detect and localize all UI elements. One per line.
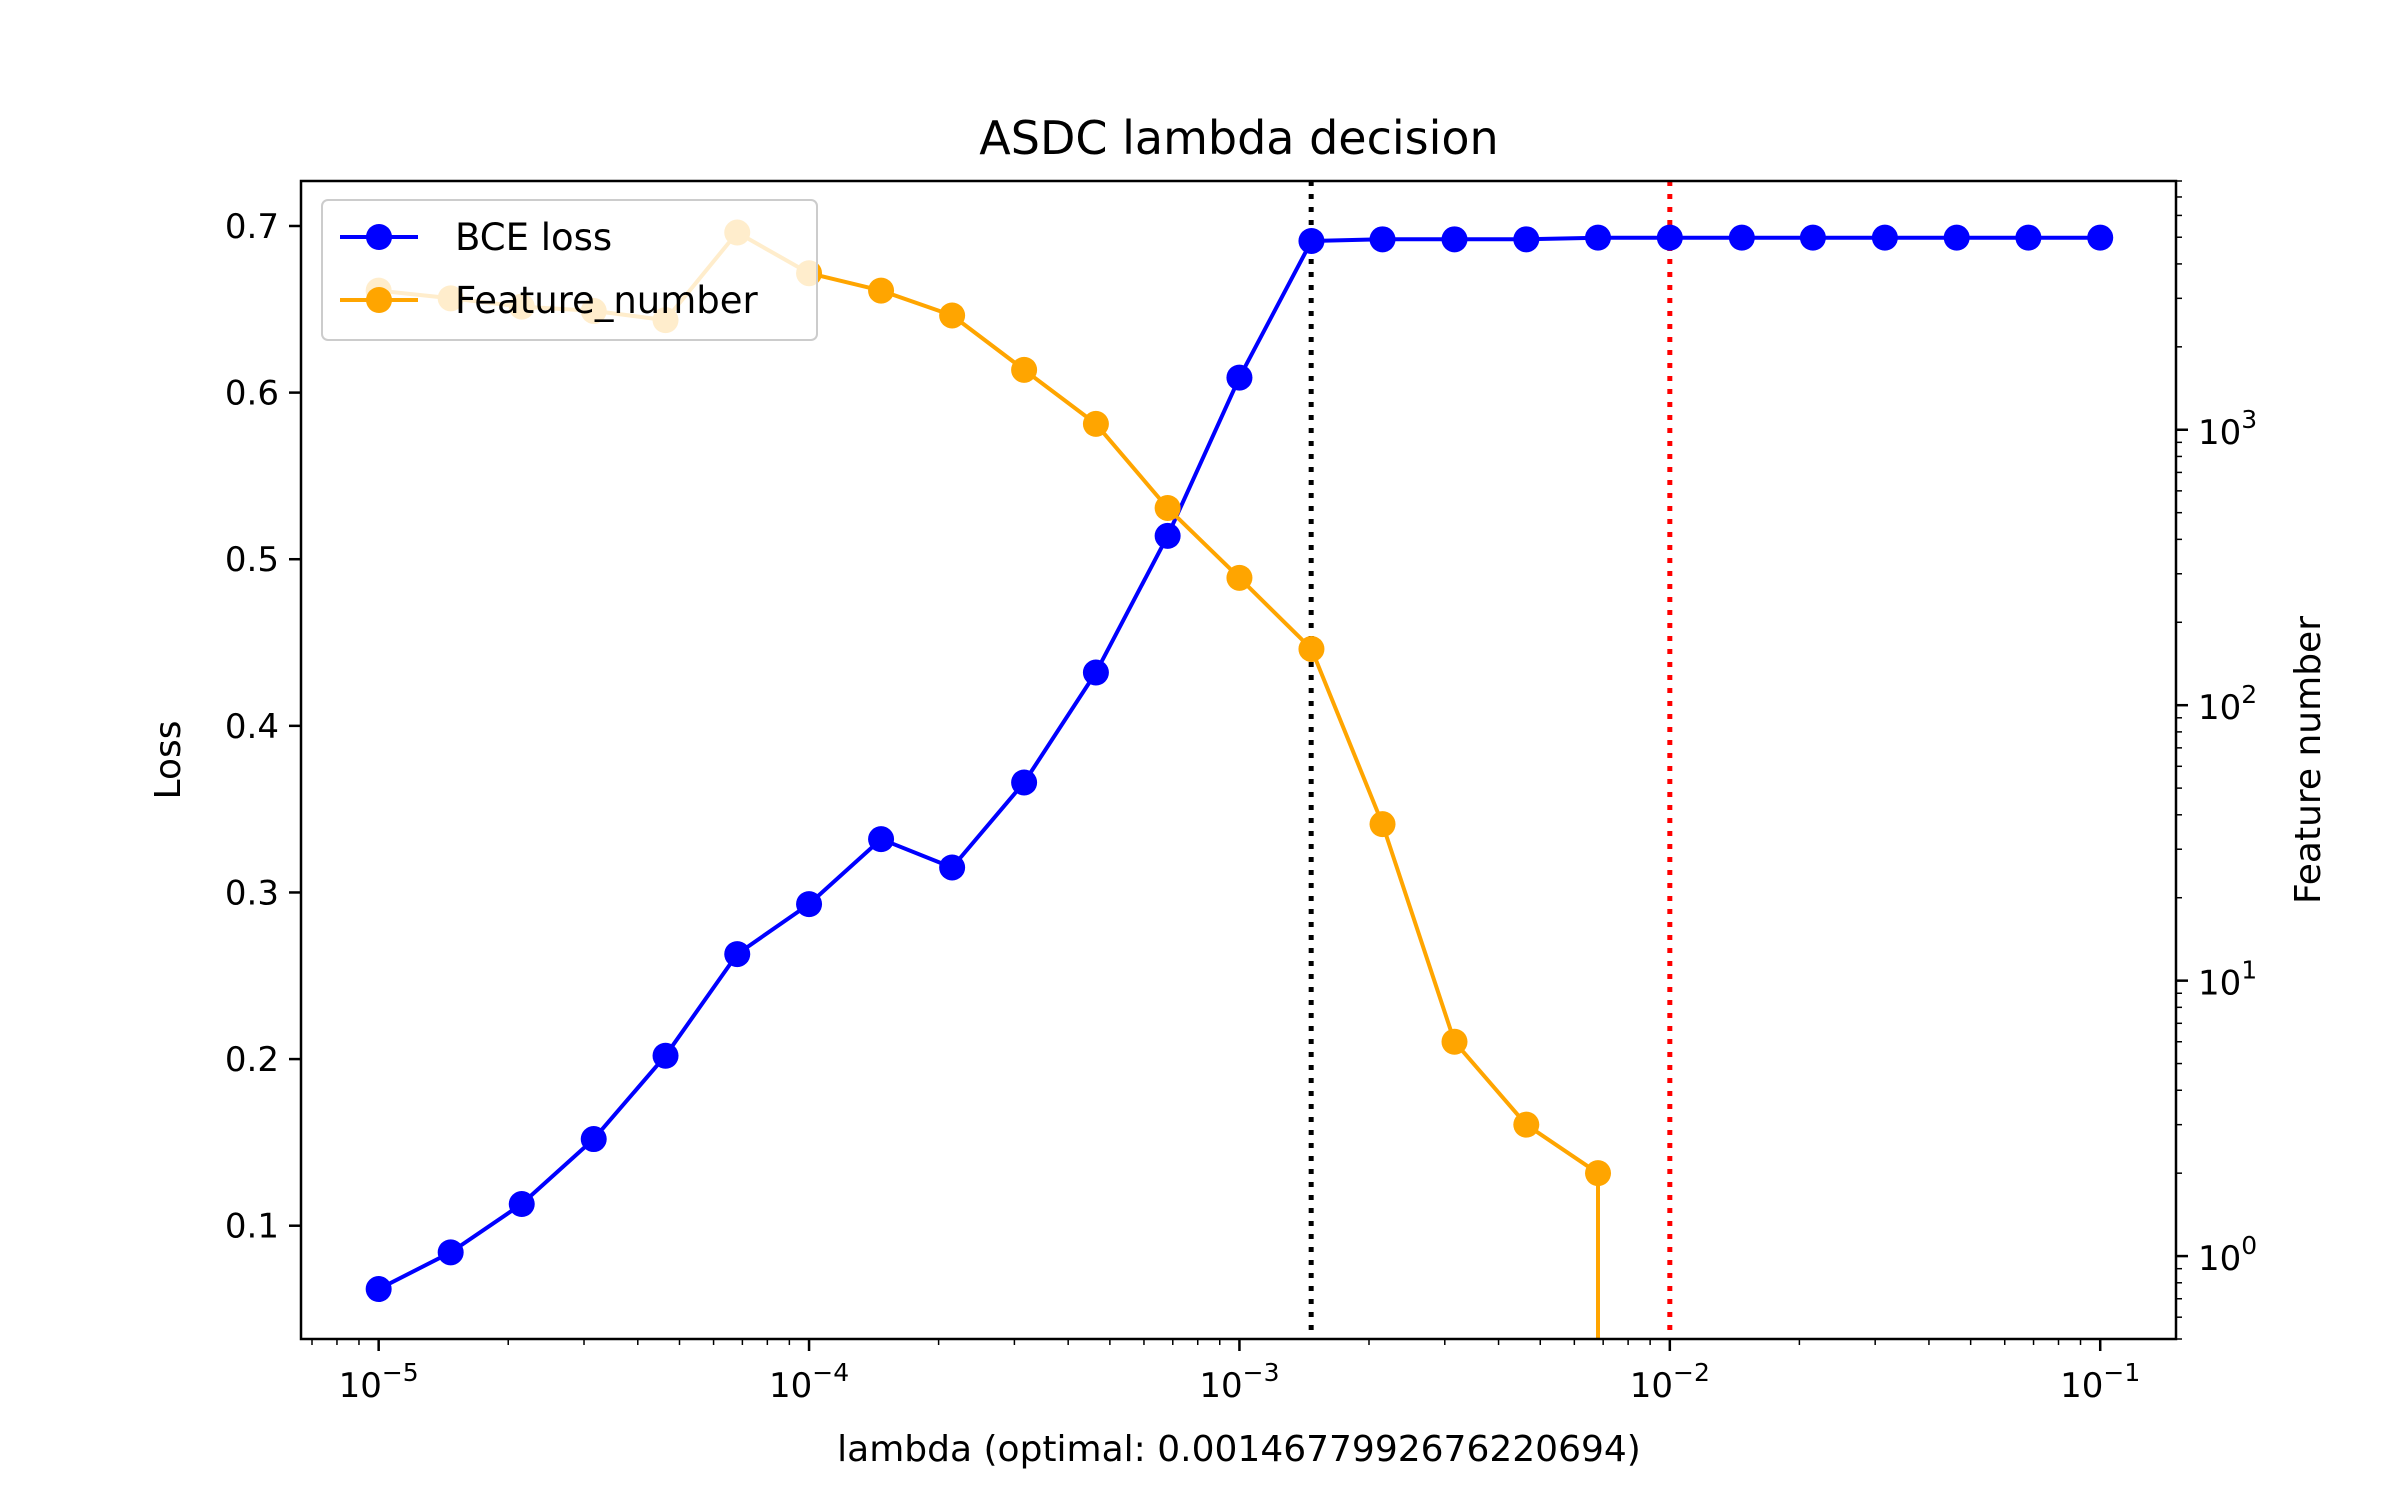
series-1 xyxy=(365,219,1612,1339)
x-tick-label: 10−4 xyxy=(769,1358,849,1406)
data-point xyxy=(1082,659,1109,686)
data-point xyxy=(1226,364,1253,391)
x-tick-label: 10−2 xyxy=(1630,1358,1710,1406)
y-tick-label: 0.3 xyxy=(225,873,279,913)
data-point xyxy=(1298,635,1325,662)
x-tick-label: 10−3 xyxy=(1199,1358,1279,1406)
data-point xyxy=(1369,811,1396,838)
legend-label-bce: BCE loss xyxy=(455,216,612,259)
data-point xyxy=(2087,224,2114,251)
x-axis-label: lambda (optimal: 0.0014677992676220694) xyxy=(837,1429,1641,1470)
chart-title: ASDC lambda decision xyxy=(979,111,1498,165)
data-point xyxy=(508,1191,535,1218)
data-point xyxy=(1011,769,1038,796)
legend: BCE loss Feature_number xyxy=(321,199,818,341)
data-point xyxy=(939,854,966,881)
y2-tick-label: 102 xyxy=(2198,680,2257,728)
data-point xyxy=(1154,522,1181,549)
plot-frame xyxy=(299,179,2178,1341)
y2-tick-label: 101 xyxy=(2198,956,2257,1004)
data-point xyxy=(868,277,895,304)
y-tick-label: 0.2 xyxy=(225,1040,279,1080)
y-axis-left: 0.1 0.2 0.3 0.4 0.5 0.6 0.7 xyxy=(225,207,301,1247)
y-tick-label: 0.4 xyxy=(225,707,279,747)
y-axis-right: 100 101 102 103 xyxy=(2176,180,2257,1340)
y-tick-label: 0.6 xyxy=(225,374,279,414)
data-point xyxy=(1513,226,1540,253)
y2-axis-label: Feature number xyxy=(2288,616,2329,904)
legend-frame xyxy=(321,199,818,341)
data-point xyxy=(939,302,966,329)
data-point xyxy=(2015,224,2042,251)
data-point xyxy=(365,1276,392,1303)
y-tick-label: 0.7 xyxy=(225,207,279,247)
series-line-0 xyxy=(377,235,2101,1291)
series-layer xyxy=(365,219,2114,1339)
x-tick-label: 10−5 xyxy=(339,1358,419,1406)
data-point xyxy=(1298,227,1325,254)
y-tick-label: 0.5 xyxy=(225,540,279,580)
data-point xyxy=(1441,226,1468,253)
series-line-1 xyxy=(378,230,1600,1339)
data-point xyxy=(437,1239,464,1266)
data-point xyxy=(1656,224,1683,251)
y-tick-label: 0.1 xyxy=(225,1207,279,1247)
data-point xyxy=(796,891,823,918)
legend-marker-bce xyxy=(366,224,392,250)
y2-tick-label: 103 xyxy=(2198,405,2257,453)
data-point xyxy=(1585,224,1612,251)
data-point xyxy=(1226,564,1253,591)
x-tick-label: 10−1 xyxy=(2060,1358,2140,1406)
data-point xyxy=(1154,494,1181,521)
data-point xyxy=(1441,1028,1468,1055)
legend-label-feature: Feature_number xyxy=(455,279,759,322)
data-point xyxy=(1011,356,1038,383)
series-0 xyxy=(365,224,2114,1303)
data-point xyxy=(1799,224,1826,251)
data-point xyxy=(1728,224,1755,251)
data-point xyxy=(868,826,895,853)
reference-lines xyxy=(1308,181,1673,1339)
data-point xyxy=(1369,226,1396,253)
data-point xyxy=(1871,224,1898,251)
data-point xyxy=(1943,224,1970,251)
data-point xyxy=(580,1126,607,1153)
legend-marker-feature xyxy=(366,287,392,313)
data-point xyxy=(724,941,751,968)
data-point xyxy=(1585,1160,1612,1187)
data-point xyxy=(1513,1111,1540,1138)
x-axis: 10−5 10−4 10−3 10−2 10−1 xyxy=(311,1339,2140,1406)
data-point xyxy=(1082,410,1109,437)
data-point xyxy=(652,1042,679,1069)
y2-tick-label: 100 xyxy=(2198,1231,2257,1279)
y-axis-label: Loss xyxy=(148,721,189,800)
